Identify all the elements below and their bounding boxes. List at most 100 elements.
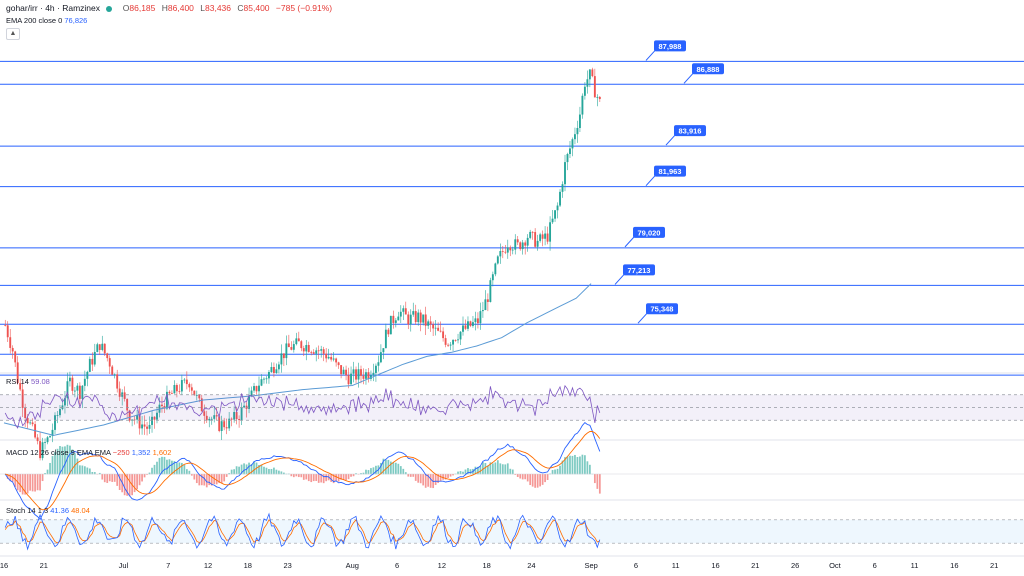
macd-hist-bar [225,474,228,477]
macd-hist-bar [347,474,350,480]
macd-hist-bar [66,444,69,475]
candle-body [457,339,459,341]
macd-hist-bar [317,474,320,483]
candle-body [365,372,367,379]
macd-hist-bar [402,468,405,475]
macd-legend[interactable]: MACD 12 26 close 9 EMA EMA −250 1,352 1,… [6,448,172,457]
macd-hist-bar [539,474,541,487]
macd-hist-bar [586,461,589,475]
level-value: 86,888 [697,65,720,74]
x-tick-label: 18 [482,561,490,570]
candle-body [479,311,482,324]
candle-body [270,367,273,372]
macd-hist-bar [54,452,56,475]
macd-hist-bar [116,474,119,486]
candle-body [108,358,111,367]
candle-body [292,344,295,350]
macd-hist-bar [380,462,382,475]
candle-body [4,325,7,326]
rsi-legend[interactable]: RSI 14 59.08 [6,377,50,386]
macd-hist-bar [14,474,17,487]
candle-body [161,404,163,407]
ema-value: 76,826 [64,16,88,25]
level-label-79,020[interactable]: 79,020 [624,226,665,248]
macd-hist-bar [302,474,305,480]
macd-hist-bar [516,474,519,477]
x-tick-label: 18 [244,561,252,570]
level-label-77,213[interactable]: 77,213 [614,264,655,285]
candle-body [556,205,559,211]
candle-body [282,353,285,359]
x-tick-label: Sep [584,561,597,570]
macd-hist-bar [385,459,387,475]
candle-body [506,247,509,253]
candle-body [593,76,596,98]
candle-body [412,311,415,315]
ohlc-high: H86,400 [161,3,194,13]
candle-body [233,412,236,420]
candle-body [536,240,539,247]
candle-body [352,369,355,374]
candle-body [467,321,469,329]
candle-body [83,378,86,386]
candle-body [481,310,484,312]
macd-hist-bar [544,474,546,483]
candle-body [367,372,370,379]
candle-body [516,239,519,243]
macd-hist-bar [108,474,111,482]
level-label-81,963[interactable]: 81,963 [645,165,686,187]
candle-body [205,415,208,421]
candle-body [103,343,106,354]
candle-body [59,409,61,416]
candle-body [521,242,524,250]
candle-body [195,394,198,396]
candle-body [98,344,101,350]
rsi-value: 59.08 [31,377,50,386]
macd-hist-bar [459,471,462,475]
rsi-line [4,384,601,429]
candle-body [170,393,173,395]
candle-body [504,251,507,253]
macd-hist-bar [146,474,148,475]
candle-body [355,369,357,380]
x-tick-label: 6 [873,561,877,570]
ema-legend[interactable]: EMA 200 close 0 76,826 [6,16,88,25]
level-label-86,888[interactable]: 86,888 [683,63,724,84]
candle-body [272,367,275,373]
candle-body [404,308,407,315]
symbol-title[interactable]: gohar/irr · 4h · Ramzinex [6,3,101,13]
level-label-87,988[interactable]: 87,988 [645,40,686,61]
macd-hist-bar [156,461,158,475]
macd-hist-bar [168,459,171,475]
candle-body [414,311,417,323]
candle-body [332,358,335,360]
macd-hist-bar [79,465,81,475]
level-value: 87,988 [659,42,682,51]
candle-body [39,441,42,459]
macd-hist-bar [519,474,522,479]
macd-hist-bar [437,474,439,483]
macd-hist-bar [322,474,325,484]
ohlc-low: L83,436 [200,3,232,13]
level-label-83,916[interactable]: 83,916 [665,125,706,146]
stoch-legend[interactable]: Stoch 14 1 3 41.36 48.04 [6,506,90,515]
level-label-75,348[interactable]: 75,348 [637,303,678,324]
candle-body [91,358,94,365]
time-axis[interactable]: 16 21 Jul 7 12 18 23 Aug 6 12 18 24 Sep 6 11 16 21 26 Oct 6… [0,561,998,570]
candle-body [397,316,400,321]
candle-body [310,351,313,353]
candle-body [302,348,305,352]
macd-hist-bar [447,474,449,479]
macd-hist-bar [9,474,12,482]
macd-hist-bar [389,461,392,475]
macd-hist-bar [258,464,260,475]
candle-body [66,381,69,399]
x-tick-label: 16 [711,561,719,570]
candle-body [546,233,549,242]
macd-hist-bar [161,456,163,475]
chevron-up-icon[interactable]: ▲ [6,28,20,40]
candle-body [399,311,402,317]
macd-hist-bar [158,457,161,475]
candle-body [588,69,591,80]
